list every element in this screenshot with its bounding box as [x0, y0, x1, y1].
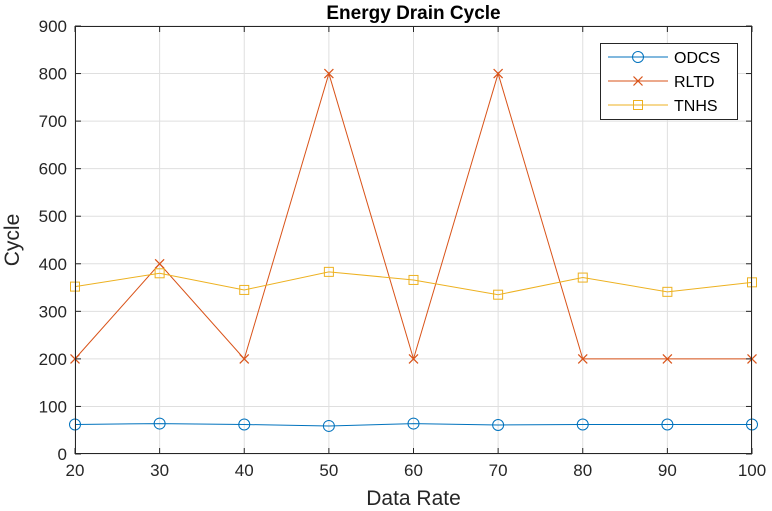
legend-marker-odcs — [632, 51, 644, 63]
series-line-tnhs — [74, 271, 753, 296]
data-point-tnhs — [577, 272, 588, 283]
y-tick-label: 200 — [39, 350, 67, 369]
y-axis-label: Cycle — [1, 214, 24, 267]
data-point-rltd — [408, 353, 419, 364]
x-tick-labels: 20 30 40 50 60 70 80 90 100 — [66, 461, 767, 480]
legend-item-tnhs: TNHS — [608, 98, 718, 115]
x-tick-label: 70 — [489, 461, 508, 480]
x-tick-label: 100 — [738, 461, 766, 480]
data-point-tnhs — [239, 284, 250, 295]
data-point-rltd — [154, 258, 165, 269]
legend-item-rltd: RLTD — [608, 74, 715, 91]
y-tick-label: 900 — [39, 17, 67, 36]
x-tick-label: 50 — [319, 461, 338, 480]
data-point-odcs — [153, 417, 166, 430]
y-tick-label: 800 — [39, 65, 67, 84]
legend-item-odcs: ODCS — [608, 50, 720, 67]
legend-label-rltd: RLTD — [674, 74, 715, 91]
data-point-tnhs — [662, 286, 673, 297]
data-point-tnhs — [154, 268, 165, 279]
legend-marker-tnhs — [633, 100, 643, 110]
y-tick-label: 400 — [39, 255, 67, 274]
series-rltd — [70, 68, 757, 364]
data-point-odcs — [238, 418, 251, 431]
chart-title: Energy Drain Cycle — [326, 3, 500, 24]
y-tick-label: 0 — [58, 445, 67, 464]
x-tick-label: 80 — [573, 461, 592, 480]
legend-label-odcs: ODCS — [674, 50, 720, 67]
y-tick-label: 300 — [39, 302, 67, 321]
y-tick-labels: 0 100 200 300 400 500 600 700 800 900 — [39, 17, 67, 464]
series-tnhs — [70, 266, 757, 300]
y-tick-label: 700 — [39, 112, 67, 131]
data-point-tnhs — [408, 274, 419, 285]
series-line-odcs — [74, 423, 752, 427]
data-point-odcs — [661, 418, 674, 431]
data-point-rltd — [662, 353, 673, 364]
data-point-rltd — [577, 353, 588, 364]
data-point-rltd — [493, 68, 504, 79]
y-tick-label: 600 — [39, 160, 67, 179]
data-point-odcs — [322, 419, 335, 432]
data-point-tnhs — [493, 289, 504, 300]
data-point-odcs — [407, 417, 420, 430]
legend-label-tnhs: TNHS — [674, 98, 718, 115]
legend-marker-rltd — [633, 76, 643, 86]
data-point-rltd — [323, 68, 334, 79]
x-tick-label: 30 — [150, 461, 169, 480]
y-tick-label: 500 — [39, 207, 67, 226]
legend: ODCS RLTD TNHS — [600, 43, 738, 120]
x-tick-label: 90 — [658, 461, 677, 480]
x-tick-label: 40 — [235, 461, 254, 480]
x-axis-label: Data Rate — [366, 487, 461, 510]
data-point-odcs — [492, 418, 505, 431]
x-tick-label: 60 — [404, 461, 423, 480]
data-point-odcs — [576, 418, 589, 431]
x-tick-label: 20 — [66, 461, 85, 480]
y-tick-label: 100 — [39, 397, 67, 416]
data-point-rltd — [239, 353, 250, 364]
tick-marks — [74, 25, 753, 455]
data-point-tnhs — [323, 266, 334, 277]
